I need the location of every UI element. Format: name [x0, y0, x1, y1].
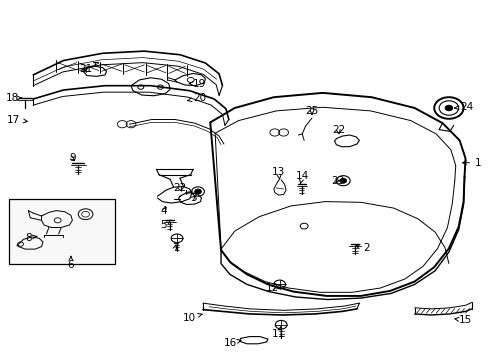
- Text: 18: 18: [5, 93, 21, 103]
- Text: 6: 6: [67, 256, 74, 270]
- Text: 12: 12: [265, 283, 279, 293]
- Text: 23: 23: [330, 176, 344, 186]
- Text: 15: 15: [454, 315, 471, 325]
- Text: 17: 17: [7, 114, 27, 125]
- Text: 2: 2: [355, 243, 369, 253]
- Text: 9: 9: [69, 153, 76, 163]
- Text: 20: 20: [187, 93, 205, 103]
- Text: 21: 21: [79, 64, 92, 74]
- Text: 10: 10: [183, 312, 202, 323]
- Text: 25: 25: [305, 106, 318, 116]
- Circle shape: [194, 189, 201, 194]
- Text: 14: 14: [295, 171, 308, 184]
- Text: 4: 4: [160, 206, 167, 216]
- Text: 5: 5: [160, 220, 170, 230]
- Text: 7: 7: [171, 243, 178, 253]
- Text: 19: 19: [189, 78, 206, 89]
- Text: 1: 1: [462, 158, 481, 168]
- Text: 24: 24: [454, 102, 473, 112]
- Circle shape: [444, 105, 452, 111]
- Text: 22: 22: [173, 183, 186, 193]
- Text: 16: 16: [224, 338, 241, 348]
- Text: 8: 8: [25, 233, 37, 243]
- Text: 11: 11: [271, 326, 285, 339]
- FancyBboxPatch shape: [9, 199, 115, 264]
- Circle shape: [339, 178, 346, 183]
- Text: 3: 3: [189, 193, 196, 203]
- Text: 22: 22: [331, 125, 345, 135]
- Text: 13: 13: [271, 167, 285, 180]
